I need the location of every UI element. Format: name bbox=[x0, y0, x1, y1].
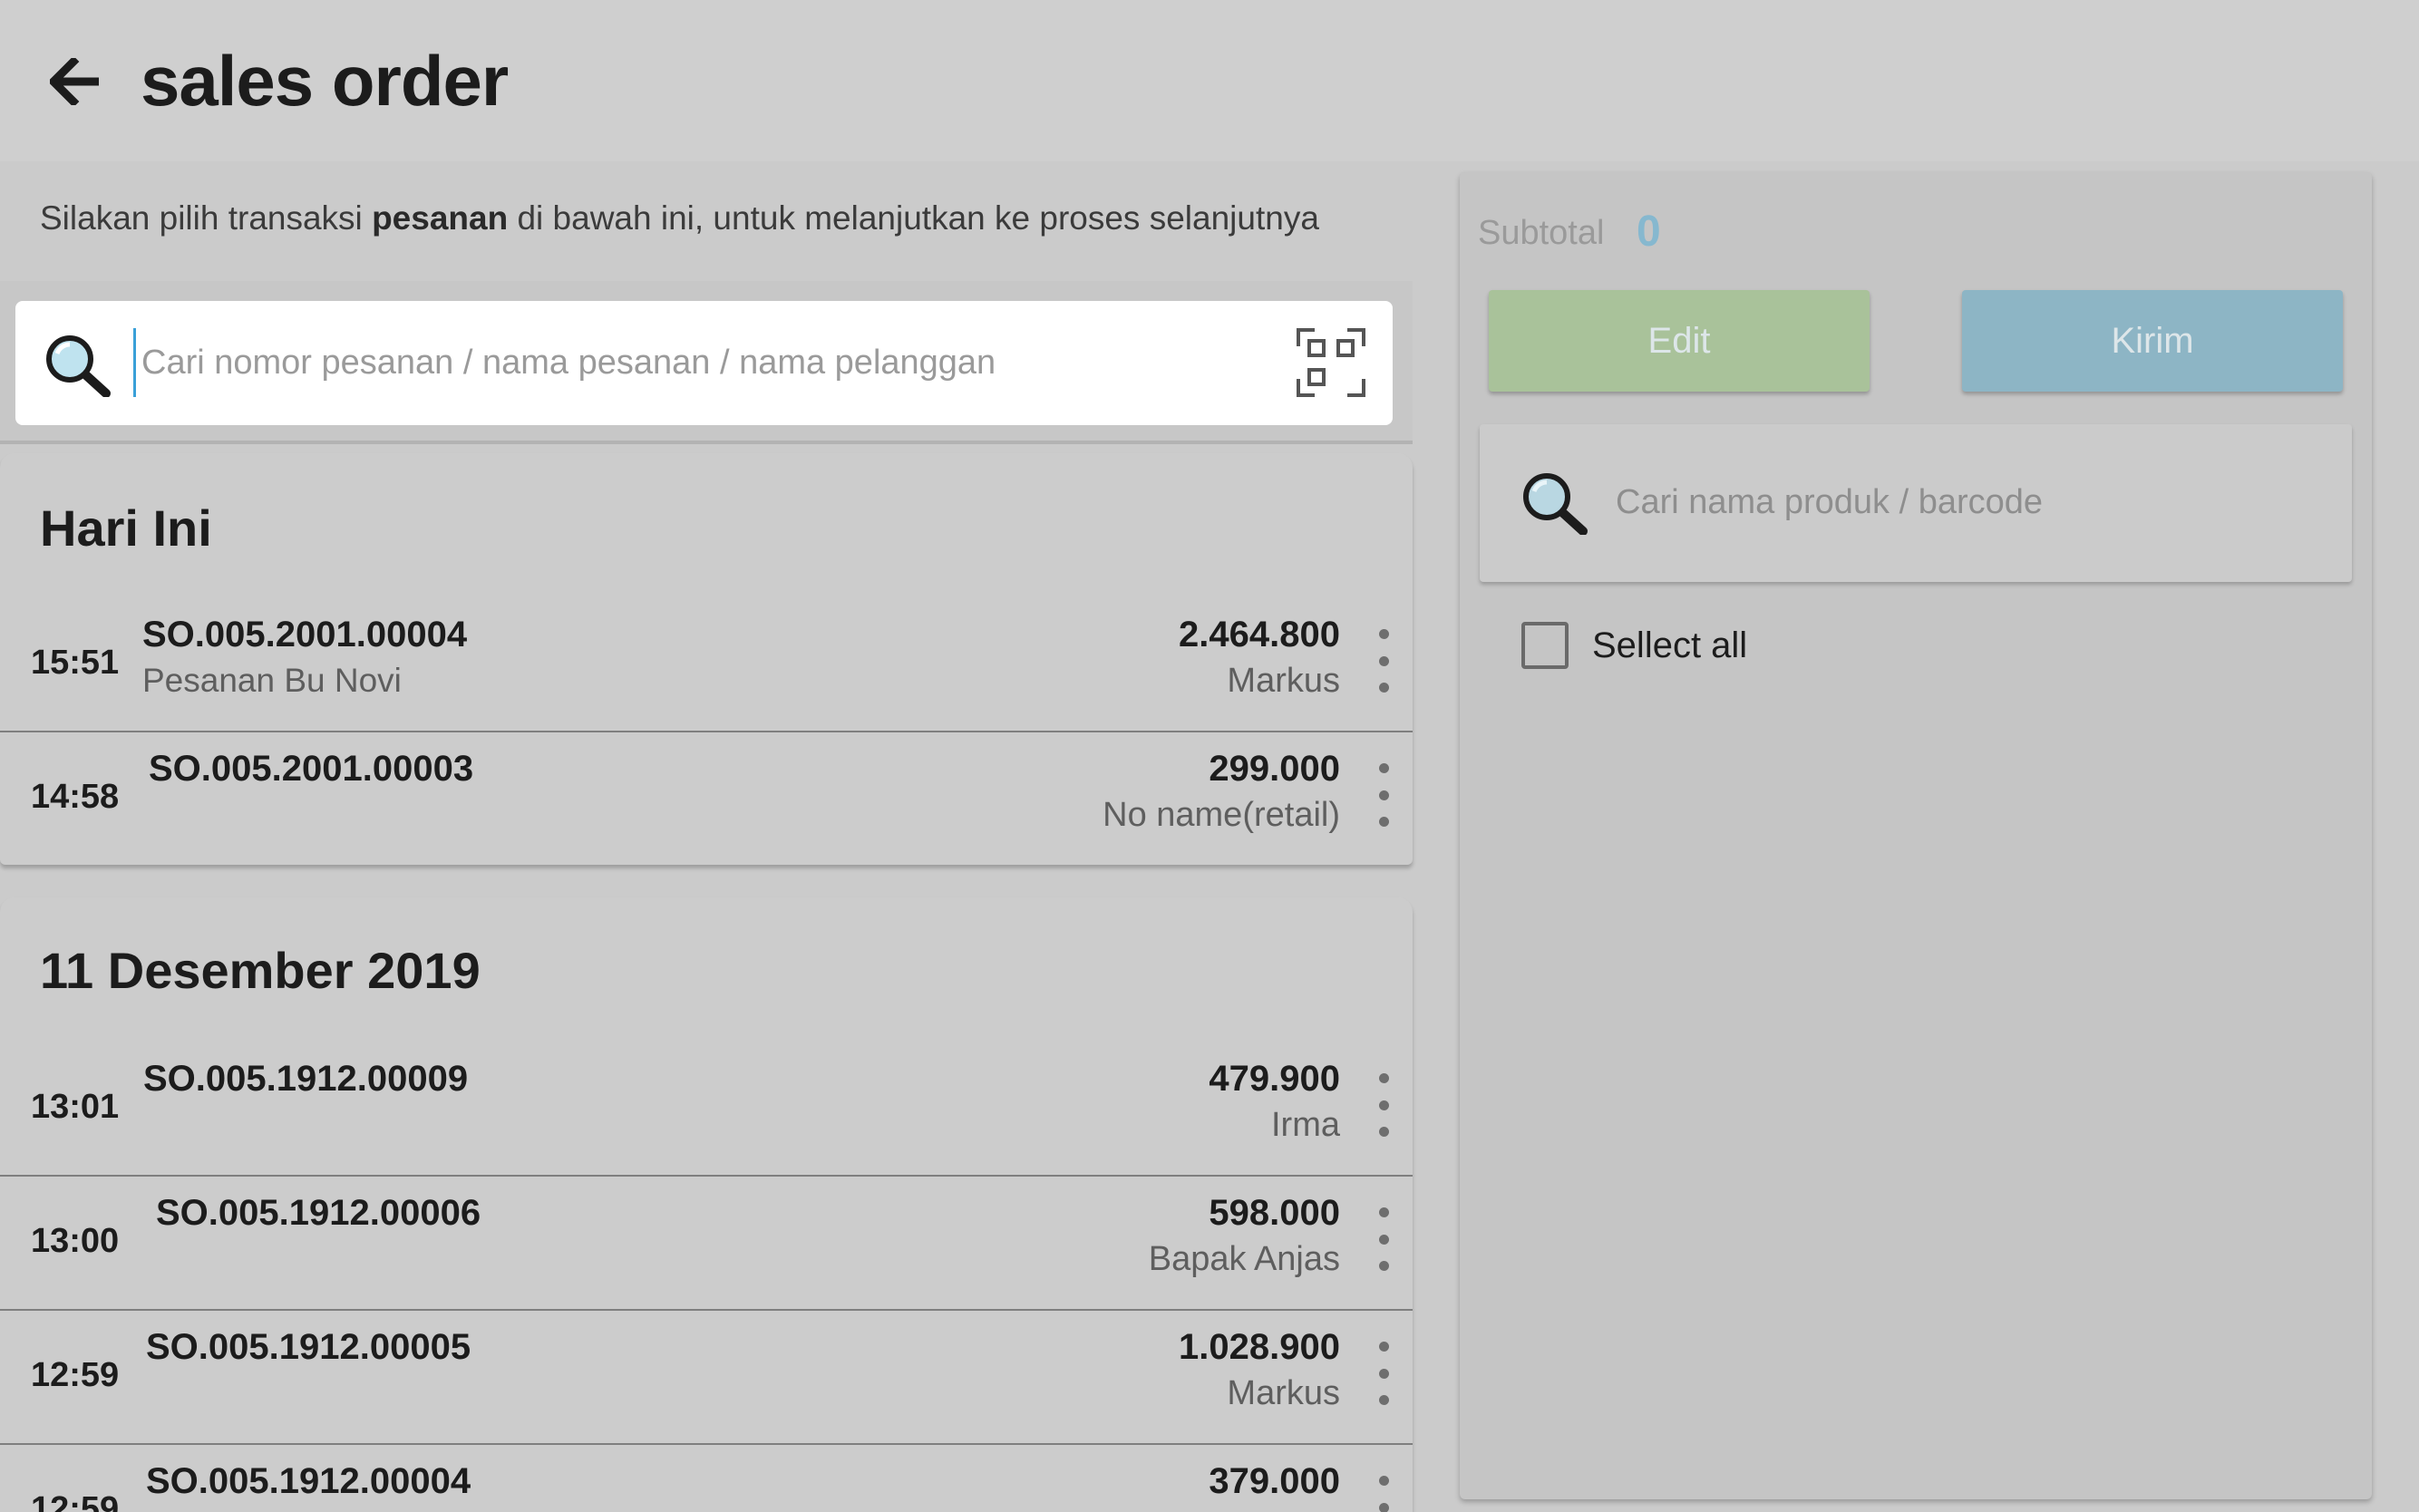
select-all-checkbox[interactable] bbox=[1521, 622, 1569, 669]
order-time: 13:00 bbox=[31, 1222, 120, 1260]
order-amount: 1.028.900 bbox=[1179, 1327, 1340, 1367]
order-group-2019-12-11: 11 Desember 2019 13:01 SO.005.1912.00009… bbox=[0, 897, 1413, 1512]
order-detail-panel: Subtotal 0 Edit Kirim Sellect all bbox=[1460, 172, 2372, 1499]
order-row[interactable]: 12:59 SO.005.1912.00004 379.000 bbox=[0, 1445, 1413, 1512]
instruction-after: di bawah ini, untuk melanjutkan ke prose… bbox=[508, 199, 1319, 237]
order-customer: Irma bbox=[1271, 1106, 1340, 1144]
order-number: SO.005.1912.00009 bbox=[143, 1059, 469, 1099]
order-row[interactable]: 13:00 SO.005.1912.00006 598.000 Bapak An… bbox=[0, 1177, 1413, 1311]
more-options-icon[interactable] bbox=[1371, 1342, 1396, 1405]
instruction-bold: pesanan bbox=[372, 199, 509, 237]
order-amount: 479.900 bbox=[1209, 1059, 1340, 1099]
order-number: SO.005.2001.00003 bbox=[149, 749, 474, 789]
order-number: SO.005.1912.00004 bbox=[146, 1461, 471, 1501]
order-search-box[interactable] bbox=[15, 301, 1393, 425]
order-row[interactable]: 13:01 SO.005.1912.00009 479.900 Irma bbox=[0, 1042, 1413, 1177]
order-time: 12:59 bbox=[31, 1490, 120, 1512]
page-title: sales order bbox=[141, 41, 509, 121]
product-search-input[interactable] bbox=[1616, 468, 2323, 537]
group-title: 11 Desember 2019 bbox=[40, 942, 481, 999]
instruction-text: Silakan pilih transaksi pesanan di bawah… bbox=[40, 199, 1319, 237]
more-options-icon[interactable] bbox=[1371, 1207, 1396, 1271]
order-customer: Markus bbox=[1227, 662, 1340, 700]
order-row[interactable]: 15:51 SO.005.2001.00004 Pesanan Bu Novi … bbox=[0, 598, 1413, 732]
more-options-icon[interactable] bbox=[1371, 763, 1396, 827]
order-number: SO.005.1912.00006 bbox=[156, 1193, 481, 1233]
order-customer: Markus bbox=[1227, 1374, 1340, 1412]
order-amount: 379.000 bbox=[1209, 1461, 1340, 1501]
select-all-toggle[interactable]: Sellect all bbox=[1521, 622, 1747, 669]
group-title: Hari Ini bbox=[40, 499, 212, 557]
order-customer: No name(retail) bbox=[1103, 796, 1340, 834]
order-name: Pesanan Bu Novi bbox=[142, 662, 402, 699]
order-time: 15:51 bbox=[31, 644, 120, 682]
order-time: 14:58 bbox=[31, 778, 120, 816]
order-group-today: Hari Ini 15:51 SO.005.2001.00004 Pesanan… bbox=[0, 453, 1413, 865]
more-options-icon[interactable] bbox=[1371, 1073, 1396, 1137]
instruction-before: Silakan pilih transaksi bbox=[40, 199, 373, 237]
order-search-input[interactable] bbox=[133, 328, 1267, 397]
order-amount: 598.000 bbox=[1209, 1193, 1340, 1233]
order-number: SO.005.2001.00004 bbox=[142, 615, 468, 654]
back-button[interactable] bbox=[44, 45, 107, 118]
send-button[interactable]: Kirim bbox=[1962, 290, 2343, 392]
search-icon bbox=[46, 335, 111, 397]
order-amount: 2.464.800 bbox=[1179, 615, 1340, 654]
arrow-left-icon bbox=[50, 58, 99, 105]
order-row[interactable]: 14:58 SO.005.2001.00003 299.000 No name(… bbox=[0, 732, 1413, 867]
order-number: SO.005.1912.00005 bbox=[146, 1327, 471, 1367]
search-icon bbox=[1523, 473, 1588, 535]
order-amount: 299.000 bbox=[1209, 749, 1340, 789]
more-options-icon[interactable] bbox=[1371, 1476, 1396, 1512]
order-time: 12:59 bbox=[31, 1356, 120, 1394]
more-options-icon[interactable] bbox=[1371, 629, 1396, 693]
select-all-label: Sellect all bbox=[1592, 625, 1748, 665]
order-time: 13:01 bbox=[31, 1088, 120, 1126]
product-search-box[interactable] bbox=[1480, 424, 2352, 582]
order-search-bar bbox=[0, 281, 1413, 444]
order-row[interactable]: 12:59 SO.005.1912.00005 1.028.900 Markus bbox=[0, 1311, 1413, 1445]
subtotal-value: 0 bbox=[1637, 208, 1661, 256]
barcode-scan-icon[interactable] bbox=[1295, 326, 1367, 399]
subtotal-label: Subtotal bbox=[1478, 214, 1605, 252]
edit-button[interactable]: Edit bbox=[1489, 290, 1870, 392]
order-customer: Bapak Anjas bbox=[1148, 1240, 1340, 1278]
app-bar: sales order bbox=[0, 0, 2419, 161]
